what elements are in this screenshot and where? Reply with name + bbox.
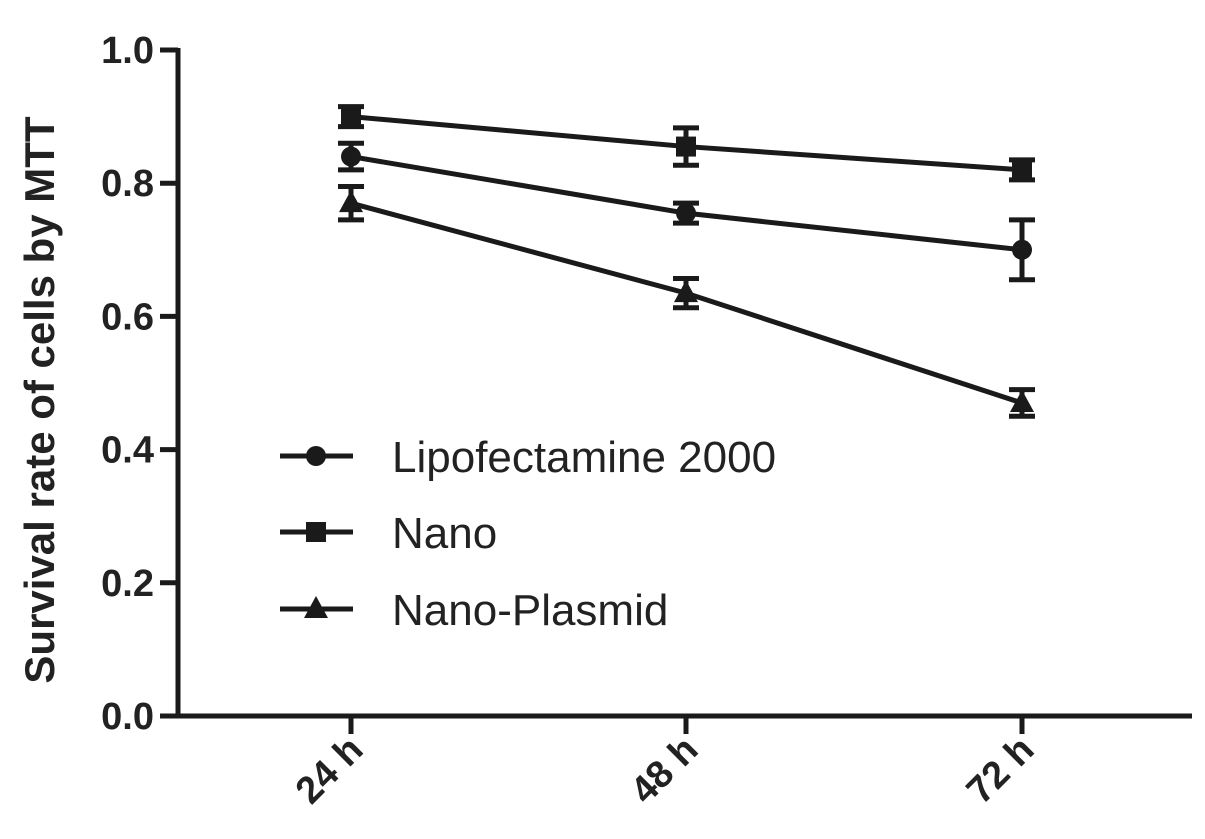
series-circle: [338, 140, 1035, 283]
y-tick-label: 1.0: [101, 30, 154, 72]
legend-label: Nano-Plasmid: [392, 586, 668, 635]
axes: 0.0 0.2 0.4 0.6 0.8 1.0 24 h 48 h 72 h: [101, 30, 1192, 812]
y-tick-label: 0.6: [101, 296, 154, 338]
data-point: [339, 190, 363, 213]
legend-label: Nano: [392, 509, 497, 558]
x-tick-label: 24 h: [288, 729, 371, 812]
data-point: [341, 146, 361, 167]
series-square: [338, 104, 1035, 183]
x-tick-label: 72 h: [959, 729, 1042, 812]
y-tick-label: 0.8: [101, 163, 154, 205]
series-triangle: [338, 184, 1035, 419]
data-point: [676, 136, 696, 157]
data-point: [676, 203, 696, 224]
data-point: [341, 106, 361, 127]
x-tick-label: 48 h: [623, 729, 706, 812]
data-point: [674, 280, 698, 303]
legend-marker-triangle: [304, 596, 328, 618]
data-point: [1012, 159, 1032, 180]
legend-marker-square: [306, 522, 326, 542]
plot-area: [338, 104, 1035, 419]
data-point: [1012, 239, 1032, 260]
y-tick-label: 0.4: [101, 430, 154, 472]
y-axis-title: Survival rate of cells by MTT: [16, 116, 63, 684]
legend-marker-circle: [306, 446, 326, 466]
y-tick-label: 0.0: [101, 696, 154, 738]
legend-label: Lipofectamine 2000: [392, 433, 776, 482]
data-point: [1010, 389, 1034, 412]
y-tick-label: 0.2: [101, 563, 154, 605]
legend: Lipofectamine 2000 Nano Nano-Plasmid: [280, 433, 776, 635]
